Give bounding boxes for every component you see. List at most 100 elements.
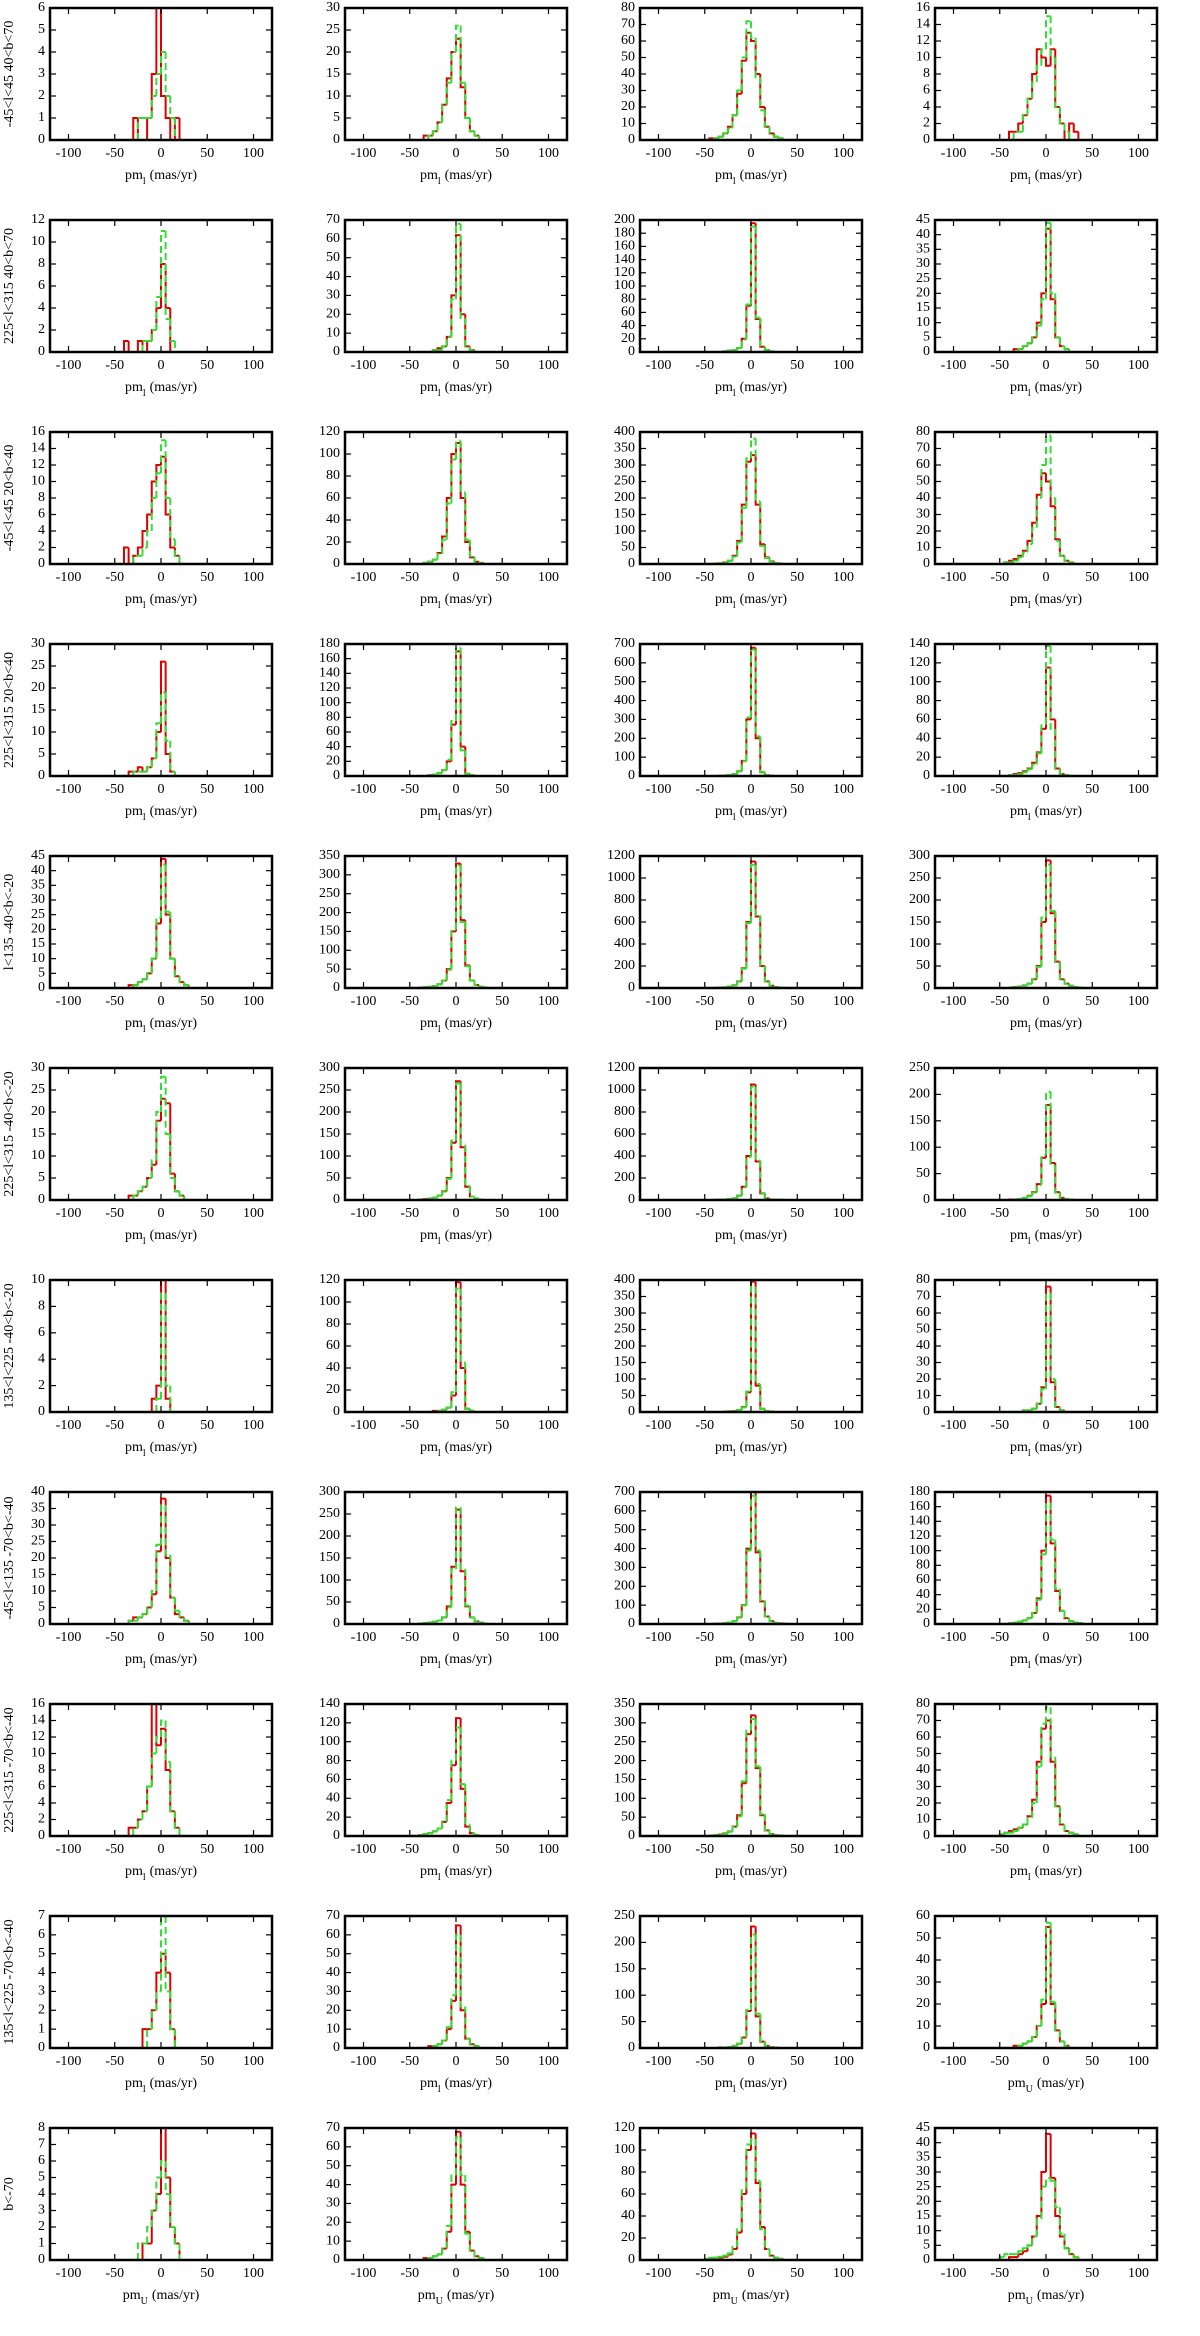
y-tick-label: 45 bbox=[916, 2120, 930, 2135]
histogram-step bbox=[464, 750, 470, 775]
panel: 0 50 100 150 200 250 300 350 -100 -50 0 50 100 pml (ma… bbox=[614, 1696, 864, 1883]
histogram-step bbox=[745, 303, 751, 340]
x-tick-label: -50 bbox=[990, 1206, 1009, 1221]
y-tick-label: 20 bbox=[621, 99, 635, 114]
y-tick-label: 8 bbox=[923, 66, 930, 81]
y-tick-label: 250 bbox=[614, 1908, 635, 1923]
y-tick-label: 50 bbox=[916, 958, 930, 973]
y-axis-label: 225<l<315 -40<b<-20 bbox=[2, 1071, 17, 1196]
histogram-step bbox=[146, 1177, 152, 1187]
histogram-step bbox=[450, 1139, 456, 1179]
x-label-subscript: l bbox=[1028, 1448, 1031, 1459]
y-tick-label: 30 bbox=[31, 1060, 45, 1075]
x-tick-label: 0 bbox=[453, 570, 460, 585]
histogram-step bbox=[750, 863, 756, 924]
x-tick-label: 50 bbox=[1085, 782, 1099, 797]
panel: 0 2 4 6 8 10 12 -100 -50 0 50 100 pml (mas/yr) 225<l<3… bbox=[2, 212, 274, 399]
y-tick-label: 150 bbox=[909, 914, 930, 929]
x-tick-label: 0 bbox=[748, 1206, 755, 1221]
x-tick-label: -100 bbox=[351, 570, 377, 585]
histogram-step bbox=[1026, 1816, 1033, 1825]
y-tick-label: 250 bbox=[614, 474, 635, 489]
y-tick-label: 5 bbox=[38, 1170, 45, 1185]
x-label-text: pm bbox=[420, 2076, 438, 2091]
x-tick-label: -50 bbox=[400, 1630, 419, 1645]
x-label-text: pm bbox=[420, 1652, 438, 1667]
histogram-step bbox=[736, 347, 742, 351]
x-label-text: pm bbox=[715, 592, 733, 607]
histogram-step bbox=[160, 2160, 166, 2178]
histogram-step bbox=[127, 341, 134, 353]
histogram-step bbox=[763, 1600, 770, 1618]
x-tick-label: 0 bbox=[1043, 782, 1050, 797]
x-tick-label: -50 bbox=[695, 1630, 714, 1645]
y-tick-label: 100 bbox=[614, 1597, 635, 1612]
x-tick-label: 50 bbox=[495, 1630, 509, 1645]
histogram-step bbox=[441, 1190, 447, 1196]
histogram-step bbox=[441, 538, 447, 555]
x-tick-label: 0 bbox=[453, 782, 460, 797]
x-axis-label: pmU (mas/yr) bbox=[123, 2288, 200, 2307]
histogram-step bbox=[736, 2042, 742, 2046]
x-label-text: pm bbox=[125, 1440, 143, 1455]
histogram-step bbox=[1031, 336, 1037, 344]
panel: 0 50 100 150 200 250 300 350 -100 -50 0 50 100 pml (ma… bbox=[319, 848, 569, 1035]
x-tick-label: -100 bbox=[351, 1630, 377, 1645]
y-tick-label: 20 bbox=[326, 1809, 340, 1824]
y-tick-label: 100 bbox=[614, 1371, 635, 1386]
y-tick-label: 2 bbox=[38, 540, 45, 555]
x-tick-label: -50 bbox=[990, 994, 1009, 1009]
y-tick-label: 120 bbox=[909, 655, 930, 670]
histogram-step bbox=[736, 1616, 742, 1622]
y-tick-label: 40 bbox=[326, 1965, 340, 1980]
y-tick-label: 250 bbox=[614, 1322, 635, 1337]
histogram-step bbox=[1063, 2041, 1070, 2047]
y-tick-label: 7 bbox=[38, 2137, 45, 2152]
x-tick-label: -50 bbox=[105, 1206, 124, 1221]
y-tick-label: 400 bbox=[614, 693, 635, 708]
y-tick-label: 10 bbox=[916, 2018, 930, 2033]
histogram-step bbox=[1035, 324, 1042, 338]
histogram-step bbox=[1054, 498, 1060, 542]
y-tick-label: 20 bbox=[916, 749, 930, 764]
plot-frame bbox=[48, 430, 274, 566]
histogram-step bbox=[754, 864, 761, 917]
y-tick-label: 40 bbox=[326, 2177, 340, 2192]
x-tick-label: -100 bbox=[351, 1418, 377, 1433]
histogram-step bbox=[1045, 2176, 1051, 2187]
y-tick-label: 200 bbox=[614, 1579, 635, 1594]
histogram-step bbox=[445, 77, 452, 105]
x-tick-label: 50 bbox=[1085, 2054, 1099, 2069]
y-tick-label: 5 bbox=[38, 1600, 45, 1615]
histogram-step bbox=[173, 1597, 180, 1612]
y-tick-label: 15 bbox=[916, 2208, 930, 2223]
histogram-step bbox=[754, 1719, 761, 1768]
y-tick-label: 10 bbox=[326, 2233, 340, 2248]
panel: 0 10 20 30 40 50 60 70 -100 -50 0 50 100 pml (mas/yr) bbox=[326, 1908, 569, 2095]
x-tick-label: 100 bbox=[243, 146, 264, 161]
y-tick-label: 250 bbox=[614, 1734, 635, 1749]
y-tick-label: 4 bbox=[38, 1965, 45, 1980]
histogram-step bbox=[431, 2255, 438, 2259]
x-label-unit: (mas/yr) bbox=[740, 1864, 788, 1879]
histogram-step bbox=[431, 558, 438, 562]
x-label-unit: (mas/yr) bbox=[740, 1016, 788, 1031]
y-tick-label: 40 bbox=[31, 1484, 45, 1499]
histogram-step bbox=[750, 2138, 756, 2145]
x-label-text: pm bbox=[715, 1440, 733, 1455]
histogram-step bbox=[431, 1196, 438, 1199]
y-tick-label: 30 bbox=[31, 636, 45, 651]
x-tick-label: -50 bbox=[695, 146, 714, 161]
histogram-step bbox=[1058, 769, 1065, 776]
histogram-step bbox=[1049, 481, 1056, 508]
histogram-step bbox=[141, 1810, 148, 1820]
y-tick-label: 30 bbox=[326, 1984, 340, 1999]
x-tick-label: 100 bbox=[833, 146, 854, 161]
x-label-subscript: l bbox=[143, 1872, 146, 1883]
histogram-step bbox=[745, 1155, 751, 1187]
x-tick-label: -50 bbox=[695, 782, 714, 797]
x-tick-label: -50 bbox=[990, 146, 1009, 161]
y-tick-label: 3 bbox=[38, 1984, 45, 1999]
